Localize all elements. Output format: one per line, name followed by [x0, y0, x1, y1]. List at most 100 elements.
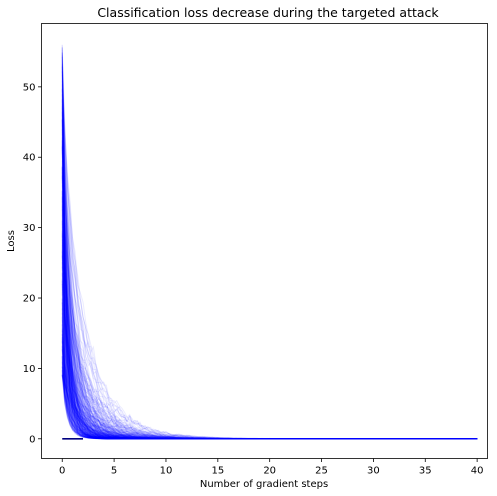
loss-curve — [61, 190, 478, 440]
loss-curve — [61, 341, 478, 440]
loss-curve — [61, 363, 478, 440]
loss-curve — [61, 356, 478, 440]
loss-curve — [61, 223, 478, 440]
loss-curve — [61, 120, 478, 440]
loss-curve — [61, 375, 478, 440]
loss-curve — [61, 174, 478, 440]
loss-curve — [61, 59, 478, 440]
chart-title: Classification loss decrease during the … — [97, 5, 439, 20]
loss-curve — [61, 318, 478, 440]
plot-frame — [41, 23, 488, 459]
loss-curve — [61, 224, 478, 440]
loss-curve — [61, 361, 478, 440]
loss-curve — [61, 242, 478, 440]
y-axis-label: Loss — [6, 230, 17, 252]
loss-curve — [61, 95, 478, 440]
loss-curve — [61, 146, 478, 440]
loss-curve — [61, 90, 478, 440]
loss-curve — [61, 333, 478, 440]
loss-curve — [61, 277, 478, 440]
loss-curve — [61, 110, 478, 440]
loss-curve — [61, 141, 478, 440]
loss-curve — [61, 160, 478, 440]
loss-curve — [61, 281, 478, 440]
loss-curve — [61, 74, 478, 440]
loss-curve — [61, 337, 478, 440]
loss-curve — [61, 313, 478, 440]
loss-curve — [61, 49, 478, 440]
loss-curve — [61, 348, 478, 440]
loss-curve — [61, 196, 478, 440]
loss-curve — [61, 356, 478, 440]
loss-curve — [61, 326, 478, 440]
loss-curve — [61, 346, 478, 440]
loss-curve — [61, 361, 478, 440]
loss-curve — [61, 283, 478, 440]
loss-curve — [61, 94, 478, 440]
loss-curve — [61, 370, 478, 440]
loss-curve — [61, 256, 478, 440]
loss-curve — [61, 242, 478, 440]
loss-curve — [61, 354, 478, 440]
loss-curve — [61, 301, 478, 440]
loss-curve — [61, 367, 478, 440]
loss-curve — [61, 165, 478, 440]
loss-curve — [61, 362, 478, 440]
loss-curve — [61, 85, 478, 440]
loss-curve — [61, 66, 478, 440]
loss-curve — [61, 349, 478, 440]
loss-curve — [61, 226, 478, 440]
loss-curve — [61, 97, 478, 440]
loss-curve — [61, 99, 478, 440]
loss-curve — [61, 101, 478, 440]
loss-curve — [61, 235, 478, 440]
loss-curve — [61, 349, 478, 440]
x-axis-label: Number of gradient steps — [200, 479, 328, 490]
loss-curve — [61, 313, 478, 440]
loss-curve — [61, 331, 478, 440]
loss-curve — [61, 212, 478, 440]
loss-curve — [61, 371, 478, 440]
loss-curve — [61, 283, 478, 440]
loss-curve — [61, 301, 478, 440]
loss-curve — [61, 323, 478, 440]
loss-curve — [61, 139, 478, 440]
loss-curve — [61, 239, 478, 440]
loss-curve — [61, 261, 478, 440]
loss-curve — [61, 375, 478, 440]
loss-curve — [61, 201, 478, 440]
loss-curve — [61, 374, 478, 440]
loss-curve — [61, 196, 478, 440]
loss-curve — [61, 68, 478, 440]
loss-curve — [61, 287, 478, 440]
loss-curve — [61, 267, 478, 440]
loss-curve — [61, 176, 478, 440]
loss-curve — [61, 99, 478, 440]
y-tick-label: 40 — [23, 153, 36, 164]
loss-curve — [61, 193, 478, 440]
loss-curve — [61, 88, 478, 440]
loss-curve — [61, 356, 478, 440]
loss-curve — [61, 315, 478, 440]
loss-curve — [61, 146, 478, 440]
loss-curve — [61, 370, 478, 440]
loss-curve — [61, 308, 478, 440]
loss-curve — [61, 302, 478, 440]
loss-curve — [61, 324, 478, 440]
loss-curve — [61, 375, 478, 440]
loss-curve — [61, 230, 478, 440]
loss-curve — [61, 119, 478, 440]
loss-curve — [61, 276, 478, 440]
loss-curve — [61, 375, 478, 440]
loss-curve — [61, 259, 478, 440]
loss-curve — [61, 338, 478, 440]
loss-curve — [61, 140, 478, 440]
loss-curve — [61, 329, 478, 440]
loss-curve — [61, 334, 478, 440]
loss-curve — [61, 306, 478, 440]
loss-curve — [61, 125, 478, 440]
loss-curve — [61, 374, 478, 440]
loss-curve — [61, 375, 478, 440]
loss-curve — [61, 121, 478, 440]
loss-curve — [61, 338, 478, 440]
